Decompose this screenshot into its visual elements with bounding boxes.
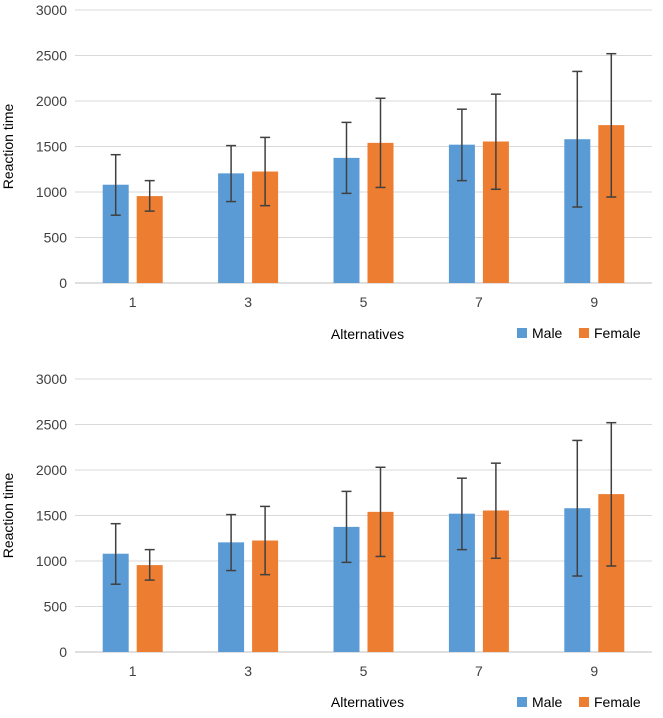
legend-swatch-female: [579, 697, 589, 707]
x-tick-label: 5: [360, 663, 368, 679]
y-axis-title: Reaction time: [0, 472, 16, 558]
x-tick-label: 3: [244, 663, 252, 679]
x-axis-title: Alternatives: [331, 694, 404, 710]
x-tick-label: 3: [244, 294, 252, 310]
y-tick-label: 500: [44, 599, 68, 615]
chart-panel-2: 0 500 1000 1500 2000 2500 3000 1 3 5 7 9 Alternative…: [0, 371, 652, 710]
x-tick-label: 7: [475, 294, 483, 310]
x-axis-title: Alternatives: [331, 326, 404, 342]
x-tick-label: 1: [129, 663, 137, 679]
legend-label-female: Female: [594, 694, 641, 710]
y-tick-label: 0: [59, 275, 67, 291]
y-tick-label: 2500: [36, 417, 67, 433]
y-tick-label: 2000: [36, 93, 67, 109]
legend-label-female: Female: [594, 325, 641, 341]
x-tick-label: 7: [475, 663, 483, 679]
y-tick-label: 1500: [36, 139, 67, 155]
legend-label-male: Male: [532, 694, 563, 710]
y-tick-label: 1500: [36, 508, 67, 524]
y-tick-label: 3000: [36, 371, 67, 387]
y-tick-label: 0: [59, 644, 67, 660]
legend-swatch-female: [579, 328, 589, 338]
legend-swatch-male: [517, 328, 527, 338]
y-tick-label: 2500: [36, 48, 67, 64]
y-axis-title: Reaction time: [0, 103, 16, 189]
legend-label-male: Male: [532, 325, 563, 341]
chart-panel-1: 0 500 1000 1500 2000 2500 3000 1 3 5 7 9 Alternative…: [0, 2, 652, 342]
x-tick-label: 9: [590, 294, 598, 310]
y-tick-label: 2000: [36, 462, 67, 478]
x-tick-label: 5: [360, 294, 368, 310]
legend-swatch-male: [517, 697, 527, 707]
y-tick-label: 1000: [36, 553, 67, 569]
x-tick-label: 1: [129, 294, 137, 310]
y-tick-label: 1000: [36, 184, 67, 200]
y-tick-label: 3000: [36, 2, 67, 18]
y-tick-label: 500: [44, 230, 68, 246]
x-tick-label: 9: [590, 663, 598, 679]
